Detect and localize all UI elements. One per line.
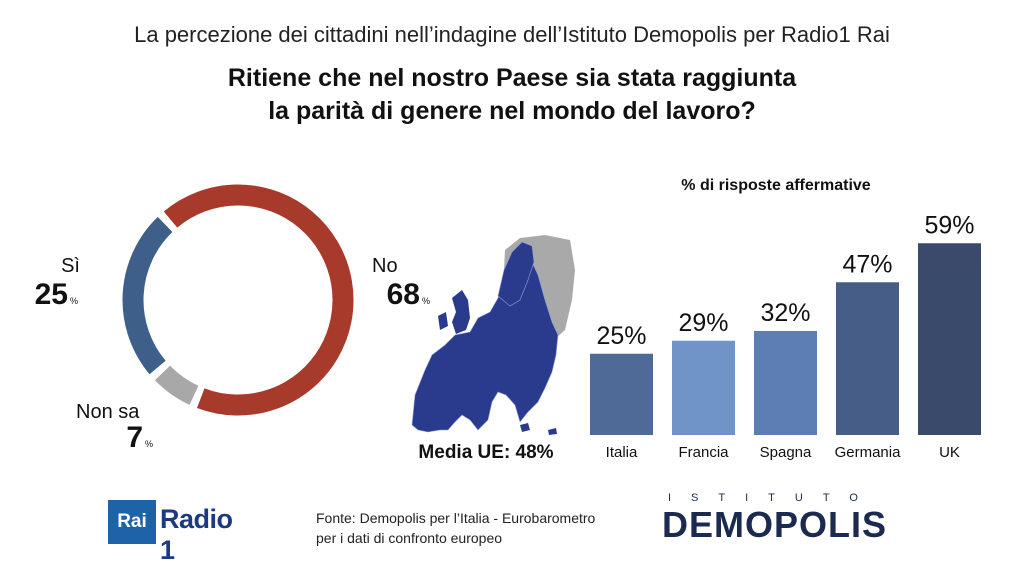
eu-average-label: Media UE: 48% (418, 442, 553, 463)
donut-unit-label-3: % (145, 439, 153, 449)
source-line-2: per i dati di confronto europeo (316, 530, 503, 546)
donut-slice-3 (154, 365, 199, 405)
rai-radio1-logo: Rai Radio 1 (108, 500, 253, 565)
map-scandinavia (497, 241, 535, 307)
title-line-1: Ritiene che nel nostro Paese sia stata r… (227, 64, 797, 92)
bar-1 (590, 353, 653, 435)
demopolis-logo-top: ISTITUTO (668, 492, 878, 504)
donut-category-label-1: Sì (61, 255, 80, 277)
map-eu-region (411, 244, 559, 433)
subtitle: La percezione dei cittadini nell’indagin… (134, 22, 890, 47)
bar-value-label-1: 25% (596, 322, 646, 350)
source-line-1: Fonte: Demopolis per l’Italia - Eurobaro… (316, 510, 596, 526)
donut-slice-2 (163, 184, 354, 416)
bar-2 (672, 340, 735, 435)
bar-3 (754, 331, 817, 435)
bar-category-label-5: UK (939, 444, 960, 461)
title-line-2: la parità di genere nel mondo del lavoro… (268, 97, 756, 125)
donut-unit-label-1: % (70, 296, 78, 306)
chart-title: Ritiene che nel nostro Paese sia stata r… (0, 62, 1024, 128)
donut-value-label-1: 25 (35, 278, 68, 311)
bar-category-label-1: Italia (606, 444, 638, 461)
donut-category-label-3: Non sa (76, 401, 140, 423)
bar-value-label-5: 59% (924, 211, 974, 239)
donut-value-label-3: 7 (126, 421, 143, 454)
bar-value-label-2: 29% (678, 309, 728, 337)
bar-5 (918, 243, 981, 435)
bar-4 (836, 282, 899, 435)
rai-logo: Rai (108, 500, 156, 544)
bar-value-label-3: 32% (760, 299, 810, 327)
map-uk (452, 290, 470, 334)
source-note: Fonte: Demopolis per l’Italia - Eurobaro… (316, 508, 595, 548)
europe-map (411, 235, 575, 435)
radio1-logo: Radio 1 (160, 504, 233, 565)
map-cyprus (548, 428, 557, 435)
donut-category-label-2: No (372, 255, 398, 277)
donut-slice-1 (122, 216, 173, 375)
bar-value-label-4: 47% (842, 250, 892, 278)
demopolis-logo-main: DEMOPOLIS (662, 504, 888, 545)
demopolis-logo: ISTITUTO DEMOPOLIS (662, 492, 947, 552)
bar-category-label-2: Francia (678, 444, 729, 461)
donut-value-label-2: 68 (387, 278, 420, 311)
bar-chart-title: % di risposte affermative (681, 177, 871, 194)
map-ireland (438, 312, 448, 330)
map-greece-islands (520, 423, 530, 432)
bar-category-label-4: Germania (835, 444, 902, 461)
bar-category-label-3: Spagna (760, 444, 812, 461)
donut-unit-label-2: % (422, 296, 430, 306)
